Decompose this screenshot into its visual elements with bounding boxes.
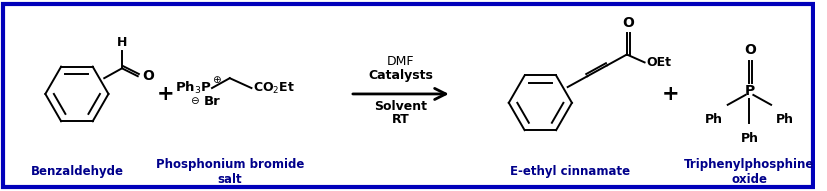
Text: Ph: Ph <box>740 132 758 145</box>
Text: +: + <box>157 84 174 104</box>
Text: Ph: Ph <box>705 113 723 126</box>
Text: CO$_2$Et: CO$_2$Et <box>253 80 295 96</box>
Text: Triphenylphosphine
oxide: Triphenylphosphine oxide <box>684 158 815 186</box>
Text: RT: RT <box>392 113 409 126</box>
Text: Catalysts: Catalysts <box>368 69 433 82</box>
Text: E-ethyl cinnamate: E-ethyl cinnamate <box>510 165 630 178</box>
Text: $\ominus$: $\ominus$ <box>190 95 200 106</box>
Text: Ph: Ph <box>776 113 794 126</box>
Text: O: O <box>744 44 757 57</box>
Text: Br: Br <box>204 95 221 108</box>
Text: O: O <box>622 16 633 30</box>
Text: DMF: DMF <box>387 55 414 68</box>
Text: OEt: OEt <box>647 56 672 69</box>
Text: Phosphonium bromide
salt: Phosphonium bromide salt <box>155 158 304 186</box>
Text: O: O <box>143 69 155 83</box>
Text: Benzaldehyde: Benzaldehyde <box>31 165 123 178</box>
FancyBboxPatch shape <box>3 4 812 187</box>
Text: Solvent: Solvent <box>375 100 428 113</box>
Text: P: P <box>744 84 754 98</box>
Text: $\oplus$: $\oplus$ <box>212 74 222 85</box>
Text: H: H <box>117 36 127 49</box>
Text: Ph$_3$P: Ph$_3$P <box>175 80 212 96</box>
Text: +: + <box>662 84 679 104</box>
